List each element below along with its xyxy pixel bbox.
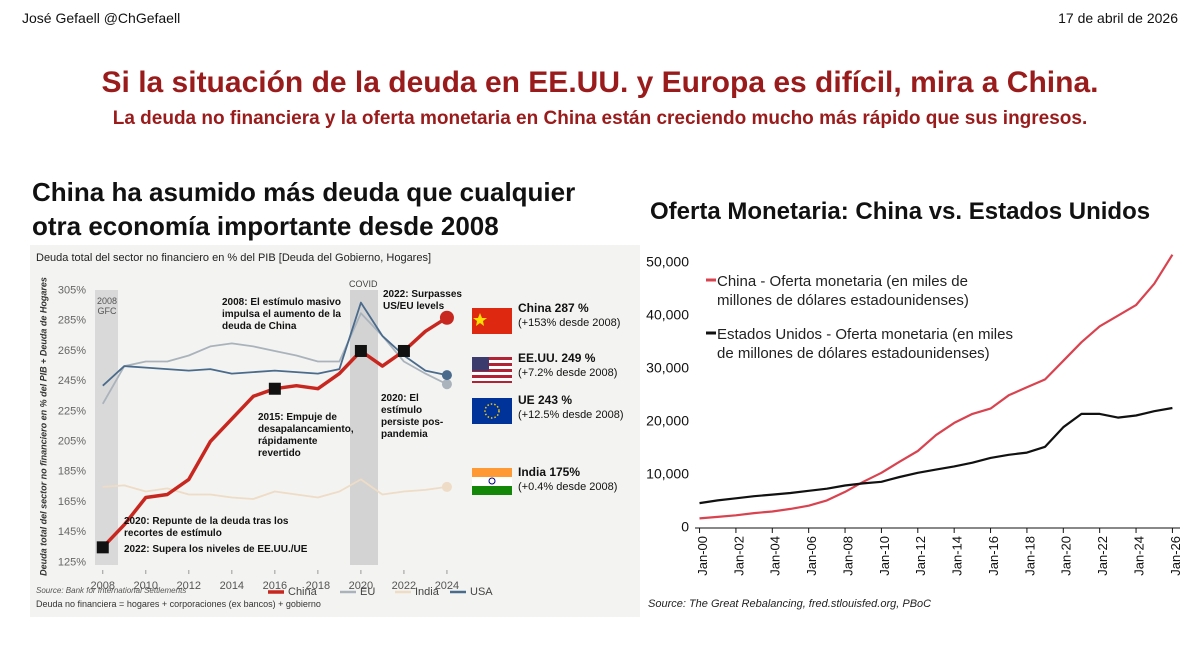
end-marker [439, 310, 454, 325]
x-tick-label: Jan-14 [950, 536, 965, 576]
source: Source: The Great Rebalancing, fred.stlo… [648, 598, 932, 610]
y-tick-label: 225% [58, 405, 86, 417]
legend-label: Estados Unidos - Oferta monetaria (en mi… [717, 326, 1013, 362]
highlight-marker [354, 344, 367, 357]
annotation: 2022: Surpasses US/EU levels [383, 289, 462, 312]
y-tick-label: 40,000 [646, 306, 689, 322]
flag-india [472, 468, 512, 495]
y-tick-label: 205% [58, 436, 86, 448]
note: Deuda no financiera = hogares + corporac… [36, 599, 321, 609]
right-chart-title: Oferta Monetaria: China vs. Estados Unid… [650, 198, 1151, 225]
callout-label: India 175% [518, 465, 581, 479]
flag-eu [472, 398, 512, 424]
x-tick-label: Jan-16 [986, 536, 1001, 576]
gfc-band [95, 290, 118, 565]
series-line [699, 254, 1174, 520]
left-chart-bg [30, 245, 640, 617]
flag-usa [472, 357, 512, 383]
left-chart-title: China ha asumido más deuda que cualquier… [32, 177, 576, 241]
x-tick-label: 2010 [134, 580, 158, 592]
series-line [699, 406, 1173, 505]
x-tick-label: 2008 [91, 580, 115, 592]
x-tick-label: 2024 [435, 580, 459, 592]
callout-label: UE 243 % [518, 393, 573, 407]
legend-label: China - Oferta monetaria (en miles de mi… [717, 273, 969, 309]
series-line [102, 312, 448, 405]
y-tick-label: 285% [58, 315, 86, 327]
x-tick-label: Jan-26 [1168, 536, 1183, 576]
x-tick-label: Jan-02 [731, 536, 746, 576]
series-line [102, 301, 448, 387]
author: José Gefaell @ChGefaell [22, 10, 181, 26]
end-marker [441, 379, 452, 390]
x-tick-label: 2022 [392, 580, 416, 592]
x-tick-label: Jan-12 [913, 536, 928, 576]
y-axis-label: Deuda total del sector no financiero en … [38, 277, 48, 576]
covid-band [350, 290, 378, 565]
highlight-marker [397, 344, 410, 357]
callout-note: (+7.2% desde 2008) [518, 367, 618, 379]
x-tick-label: Jan-22 [1095, 536, 1110, 576]
y-tick-label: 20,000 [646, 413, 689, 429]
subheadline: La deuda no financiera y la oferta monet… [112, 108, 1088, 129]
callout-note: (+12.5% desde 2008) [518, 409, 624, 421]
callout-note: (+153% desde 2008) [518, 317, 621, 329]
x-tick-label: Jan-00 [695, 536, 710, 576]
annotation: 2020: Repunte de la deuda tras los recor… [124, 516, 289, 539]
legend-label: India [415, 586, 440, 598]
annotation: 2008: El estímulo masivo impulsa el aume… [222, 297, 341, 332]
legend-label: USA [470, 586, 493, 598]
y-tick-label: 10,000 [646, 466, 689, 482]
x-tick-label: 2018 [306, 580, 330, 592]
y-tick-label: 165% [58, 496, 86, 508]
headline: Si la situación de la deuda en EE.UU. y … [101, 66, 1099, 99]
series-line [102, 478, 448, 500]
x-tick-label: Jan-10 [877, 536, 892, 576]
callout-label: China 287 % [518, 301, 589, 315]
end-marker [441, 370, 452, 381]
legend-label: China [288, 586, 318, 598]
x-tick-label: Jan-08 [840, 536, 855, 576]
y-tick-label: 245% [58, 375, 86, 387]
y-tick-label: 30,000 [646, 359, 689, 375]
legend-label: EU [360, 586, 375, 598]
chart-subtitle: Deuda total del sector no financiero en … [36, 252, 432, 264]
x-tick-label: 2020 [349, 580, 373, 592]
x-tick-label: Jan-24 [1131, 536, 1146, 576]
callout-label: EE.UU. 249 % [518, 351, 596, 365]
annotation: 2022: Supera los niveles de EE.UU./UE [124, 544, 308, 555]
x-tick-label: Jan-04 [768, 536, 783, 576]
x-tick-label: Jan-06 [804, 536, 819, 576]
callout-note: (+0.4% desde 2008) [518, 481, 618, 493]
x-tick-label: 2016 [263, 580, 287, 592]
x-tick-label: Jan-20 [1059, 536, 1074, 576]
y-tick-label: 305% [58, 284, 86, 296]
annotation: 2015: Empuje de desapalancamiento, rápid… [258, 412, 354, 459]
x-tick-label: Jan-18 [1022, 536, 1037, 576]
y-tick-label: 265% [58, 345, 86, 357]
flag-china [472, 308, 512, 334]
y-tick-label: 185% [58, 466, 86, 478]
x-tick-label: 2012 [177, 580, 201, 592]
annotation: 2008 GFC [96, 296, 118, 316]
x-tick-label: 2014 [220, 580, 244, 592]
highlight-marker [96, 541, 109, 554]
date: 17 de abril de 2026 [1058, 10, 1178, 26]
annotation: 2020: El estímulo persiste pos-pandemia [381, 393, 444, 440]
y-tick-label: 125% [58, 556, 86, 568]
highlight-marker [268, 382, 281, 395]
y-tick-label: 50,000 [646, 253, 689, 269]
source: Source: Bank for International Settlemen… [36, 586, 187, 595]
annotation: COVID [349, 279, 378, 289]
y-tick-label: 0 [681, 519, 689, 535]
y-tick-label: 145% [58, 526, 86, 538]
end-marker [441, 481, 452, 492]
